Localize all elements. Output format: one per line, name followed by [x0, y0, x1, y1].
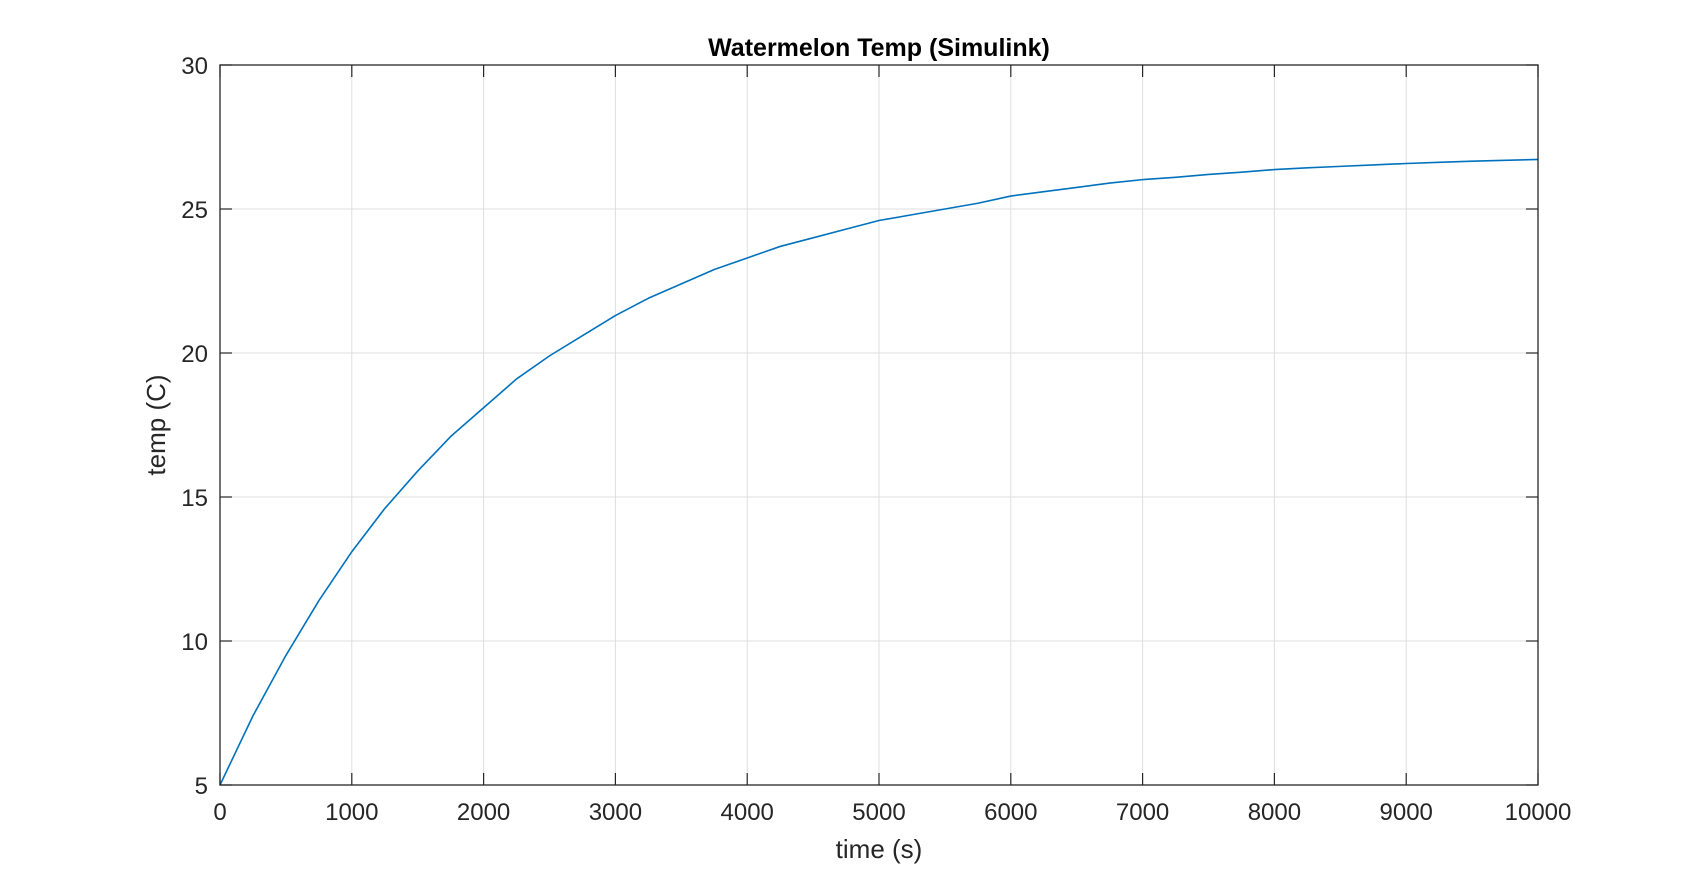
x-tick-label: 4000 [721, 799, 774, 826]
chart-title: Watermelon Temp (Simulink) [708, 34, 1050, 62]
y-tick-label: 30 [181, 53, 208, 80]
x-tick-label: 9000 [1380, 799, 1433, 826]
x-tick-label: 8000 [1248, 799, 1301, 826]
y-tick-label: 25 [181, 197, 208, 224]
y-axis-label: temp (C) [141, 374, 171, 475]
x-tick-label: 6000 [984, 799, 1037, 826]
tick-marks [219, 64, 1539, 786]
x-tick-label: 3000 [589, 799, 642, 826]
y-tick-label: 10 [181, 629, 208, 656]
x-tick-label: 10000 [1505, 799, 1572, 826]
y-tick-label: 20 [181, 341, 208, 368]
y-tick-label: 15 [181, 485, 208, 512]
x-tick-label: 5000 [852, 799, 905, 826]
series-group [219, 158, 1539, 786]
y-tick-label: 5 [195, 773, 208, 800]
series-line [219, 158, 1539, 786]
x-axis-label: time (s) [836, 834, 923, 864]
y-tick-labels: 5 10 15 20 25 30 [181, 53, 208, 800]
x-tick-labels: 0 1000 2000 3000 4000 5000 6000 7000 8000 9000 100… [213, 799, 1571, 826]
grid-lines [220, 65, 1538, 785]
x-tick-label: 1000 [325, 799, 378, 826]
x-tick-label: 7000 [1116, 799, 1169, 826]
x-tick-label: 0 [213, 799, 226, 826]
x-tick-label: 2000 [457, 799, 510, 826]
